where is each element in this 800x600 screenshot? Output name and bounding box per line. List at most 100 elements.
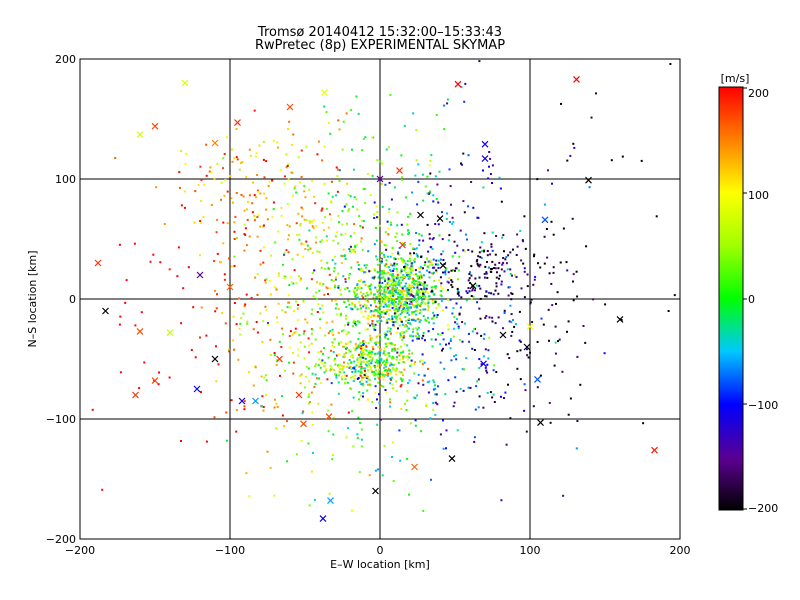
scatter-dot — [390, 378, 392, 381]
scatter-dot — [384, 374, 387, 376]
scatter-dot — [310, 278, 313, 281]
scatter-dot — [369, 310, 372, 313]
scatter-dot — [604, 303, 607, 306]
scatter-dot — [434, 401, 437, 404]
scatter-dot — [251, 211, 254, 214]
scatter-dot — [433, 384, 436, 387]
scatter-dot — [413, 283, 416, 286]
scatter-dot — [412, 335, 415, 338]
scatter-dot — [383, 332, 386, 335]
scatter-dot — [358, 332, 361, 335]
scatter-dot — [377, 346, 380, 348]
scatter-dot — [510, 292, 513, 295]
scatter-dot — [359, 304, 362, 307]
scatter-dot — [275, 363, 278, 366]
scatter-dot — [387, 271, 390, 274]
scatter-dot — [522, 262, 525, 265]
scatter-dot — [383, 444, 386, 447]
scatter-dot — [461, 321, 464, 323]
scatter-dot — [353, 367, 356, 370]
scatter-dot — [331, 328, 334, 331]
scatter-dot — [353, 377, 356, 380]
scatter-dot — [351, 370, 354, 373]
scatter-dot — [391, 383, 394, 386]
scatter-dot — [222, 167, 224, 170]
scatter-dot — [487, 266, 490, 269]
scatter-dot — [351, 410, 354, 413]
scatter-dot — [536, 341, 539, 343]
scatter-dot — [411, 299, 414, 302]
scatter-dot — [385, 322, 388, 325]
scatter-dot — [405, 304, 408, 307]
scatter-dot — [359, 225, 362, 227]
scatter-dot — [262, 261, 265, 264]
scatter-dot — [446, 212, 449, 215]
scatter-dot — [297, 275, 300, 278]
scatter-dot — [372, 325, 375, 327]
scatter-dot — [408, 267, 411, 270]
scatter-x-marker — [573, 75, 580, 83]
scatter-x-marker — [238, 397, 246, 405]
scatter-dot — [408, 318, 411, 321]
scatter-dot — [349, 365, 352, 368]
scatter-dot — [364, 295, 367, 298]
scatter-dot — [393, 186, 396, 189]
scatter-dot — [383, 363, 386, 366]
scatter-dot — [401, 176, 404, 179]
scatter-dot — [360, 287, 363, 290]
scatter-dot — [331, 320, 334, 323]
scatter-dot — [484, 366, 487, 369]
scatter-dot — [406, 344, 409, 347]
scatter-dot — [391, 456, 393, 458]
scatter-dot — [401, 294, 404, 296]
scatter-dot — [450, 203, 452, 206]
scatter-dot — [399, 354, 402, 357]
scatter-dot — [364, 372, 367, 375]
scatter-dot — [345, 287, 348, 290]
scatter-dot — [427, 302, 430, 305]
scatter-dot — [360, 356, 363, 359]
scatter-dot — [453, 315, 456, 318]
scatter-dot — [588, 186, 591, 189]
scatter-dot — [351, 148, 353, 151]
scatter-dot — [408, 303, 411, 306]
scatter-dot — [200, 391, 202, 394]
scatter-dot — [418, 360, 421, 363]
scatter-dot — [200, 178, 203, 181]
scatter-dot — [200, 200, 203, 202]
scatter-dot — [489, 173, 492, 175]
scatter-dot — [233, 221, 236, 224]
scatter-dot — [406, 287, 409, 290]
scatter-dot — [254, 365, 257, 368]
scatter-dot — [352, 380, 355, 382]
scatter-dot — [303, 185, 306, 187]
scatter-dot — [381, 282, 384, 284]
scatter-dot — [315, 363, 318, 365]
scatter-dot — [416, 306, 418, 309]
scatter-dot — [341, 378, 343, 381]
scatter-dot — [491, 316, 494, 319]
scatter-dot — [361, 270, 364, 272]
scatter-dot — [283, 425, 286, 428]
scatter-dot — [492, 293, 495, 296]
scatter-dot — [272, 201, 275, 204]
scatter-dot — [472, 295, 475, 298]
scatter-dot — [262, 225, 265, 228]
scatter-x-marker — [534, 375, 541, 383]
scatter-dot — [380, 311, 383, 313]
scatter-dot — [434, 263, 437, 266]
scatter-dot — [362, 356, 364, 359]
scatter-dot — [236, 236, 238, 239]
scatter-dot — [459, 306, 462, 309]
scatter-dot — [288, 361, 291, 364]
scatter-x-marker — [327, 497, 334, 505]
scatter-dot — [338, 365, 341, 368]
scatter-dot — [346, 365, 348, 368]
scatter-dot — [285, 166, 288, 169]
scatter-dot — [501, 236, 504, 239]
scatter-dot — [346, 342, 349, 345]
scatter-dot — [422, 509, 425, 512]
scatter-dot — [427, 330, 430, 333]
scatter-dot — [452, 307, 455, 309]
scatter-dot — [356, 284, 359, 286]
